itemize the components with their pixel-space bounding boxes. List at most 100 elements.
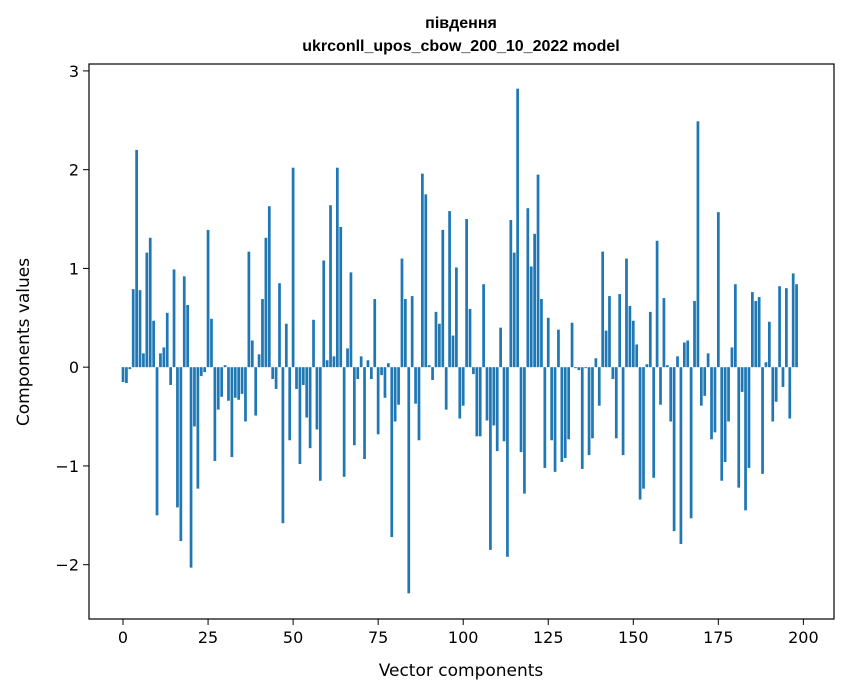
bar: [706, 353, 710, 368]
x-tick-label: 150: [618, 628, 649, 647]
bar: [570, 322, 574, 368]
bar: [152, 320, 155, 368]
bar: [421, 173, 424, 368]
bar: [523, 367, 526, 494]
bar: [465, 219, 468, 368]
bar: [281, 367, 285, 524]
bar: [614, 367, 618, 439]
bar: [237, 367, 241, 400]
bar: [352, 367, 356, 446]
bar: [427, 365, 431, 368]
bar: [761, 367, 764, 474]
bar: [155, 367, 159, 516]
bar: [373, 299, 377, 368]
bar: [621, 367, 625, 456]
bar: [414, 367, 417, 404]
bar: [261, 299, 264, 368]
bar: [424, 194, 428, 368]
x-tick-label: 0: [118, 628, 128, 647]
bar: [223, 365, 227, 368]
bar: [768, 321, 771, 368]
bar: [516, 88, 519, 368]
bar: [169, 367, 172, 385]
bar: [751, 292, 754, 368]
bar: [182, 276, 186, 368]
bar: [716, 212, 720, 368]
bar: [774, 367, 778, 402]
x-axis-label: Vector components: [379, 661, 544, 681]
bar: [526, 208, 530, 368]
bar: [206, 229, 210, 368]
bar: [461, 367, 465, 406]
bar: [335, 167, 339, 368]
bar: [560, 367, 564, 462]
bar: [121, 367, 125, 382]
bar: [393, 367, 397, 422]
bar: [608, 296, 611, 368]
bar: [791, 273, 795, 368]
bar: [577, 367, 581, 371]
bar: [703, 367, 707, 396]
bar: [291, 167, 295, 368]
bar: [230, 367, 234, 458]
bar: [189, 367, 193, 568]
bar: [244, 367, 247, 422]
bar: [366, 360, 370, 368]
bar: [506, 367, 509, 557]
bar: [502, 367, 506, 442]
bar: [587, 367, 591, 456]
bar: [172, 269, 176, 368]
bar: [176, 367, 179, 508]
bar: [397, 367, 400, 405]
bar: [669, 367, 673, 422]
bar: [567, 367, 571, 440]
bar: [376, 367, 380, 435]
bar: [754, 301, 758, 368]
bar: [356, 367, 360, 380]
bar: [482, 284, 485, 368]
bar: [380, 367, 383, 376]
bar: [631, 320, 635, 368]
bar: [489, 367, 492, 550]
x-tick-label: 200: [788, 628, 819, 647]
y-tick-label: 0: [69, 358, 79, 377]
bar: [485, 367, 489, 421]
bar: [727, 367, 730, 422]
bar: [305, 367, 309, 418]
bar: [274, 367, 278, 389]
bar: [298, 367, 302, 464]
bar-series: [121, 88, 798, 594]
bar: [165, 312, 169, 368]
x-tick-label: 100: [448, 628, 479, 647]
bar: [648, 311, 652, 368]
bar: [278, 283, 281, 368]
bar: [359, 356, 363, 368]
bar: [655, 240, 659, 368]
bar: [329, 205, 332, 368]
bar: [512, 252, 516, 368]
chart-title: південня: [425, 15, 497, 32]
bar: [247, 251, 251, 368]
bar: [693, 301, 696, 368]
bar: [580, 367, 584, 469]
bar: [145, 252, 149, 368]
bar: [346, 348, 349, 368]
bar: [288, 367, 292, 441]
bar: [179, 367, 183, 541]
bar: [618, 294, 622, 368]
bar: [431, 367, 434, 381]
bar: [325, 360, 329, 368]
bar: [349, 272, 353, 368]
bar: [455, 267, 458, 368]
bar: [233, 367, 237, 398]
bar: [267, 206, 271, 368]
bar: [315, 367, 319, 430]
bar: [264, 237, 268, 368]
bar: [227, 367, 230, 401]
bar: [689, 367, 693, 519]
bar: [434, 311, 438, 368]
bar: [550, 367, 554, 441]
bar: [125, 367, 128, 383]
bar: [665, 365, 669, 368]
bar: [730, 347, 734, 368]
